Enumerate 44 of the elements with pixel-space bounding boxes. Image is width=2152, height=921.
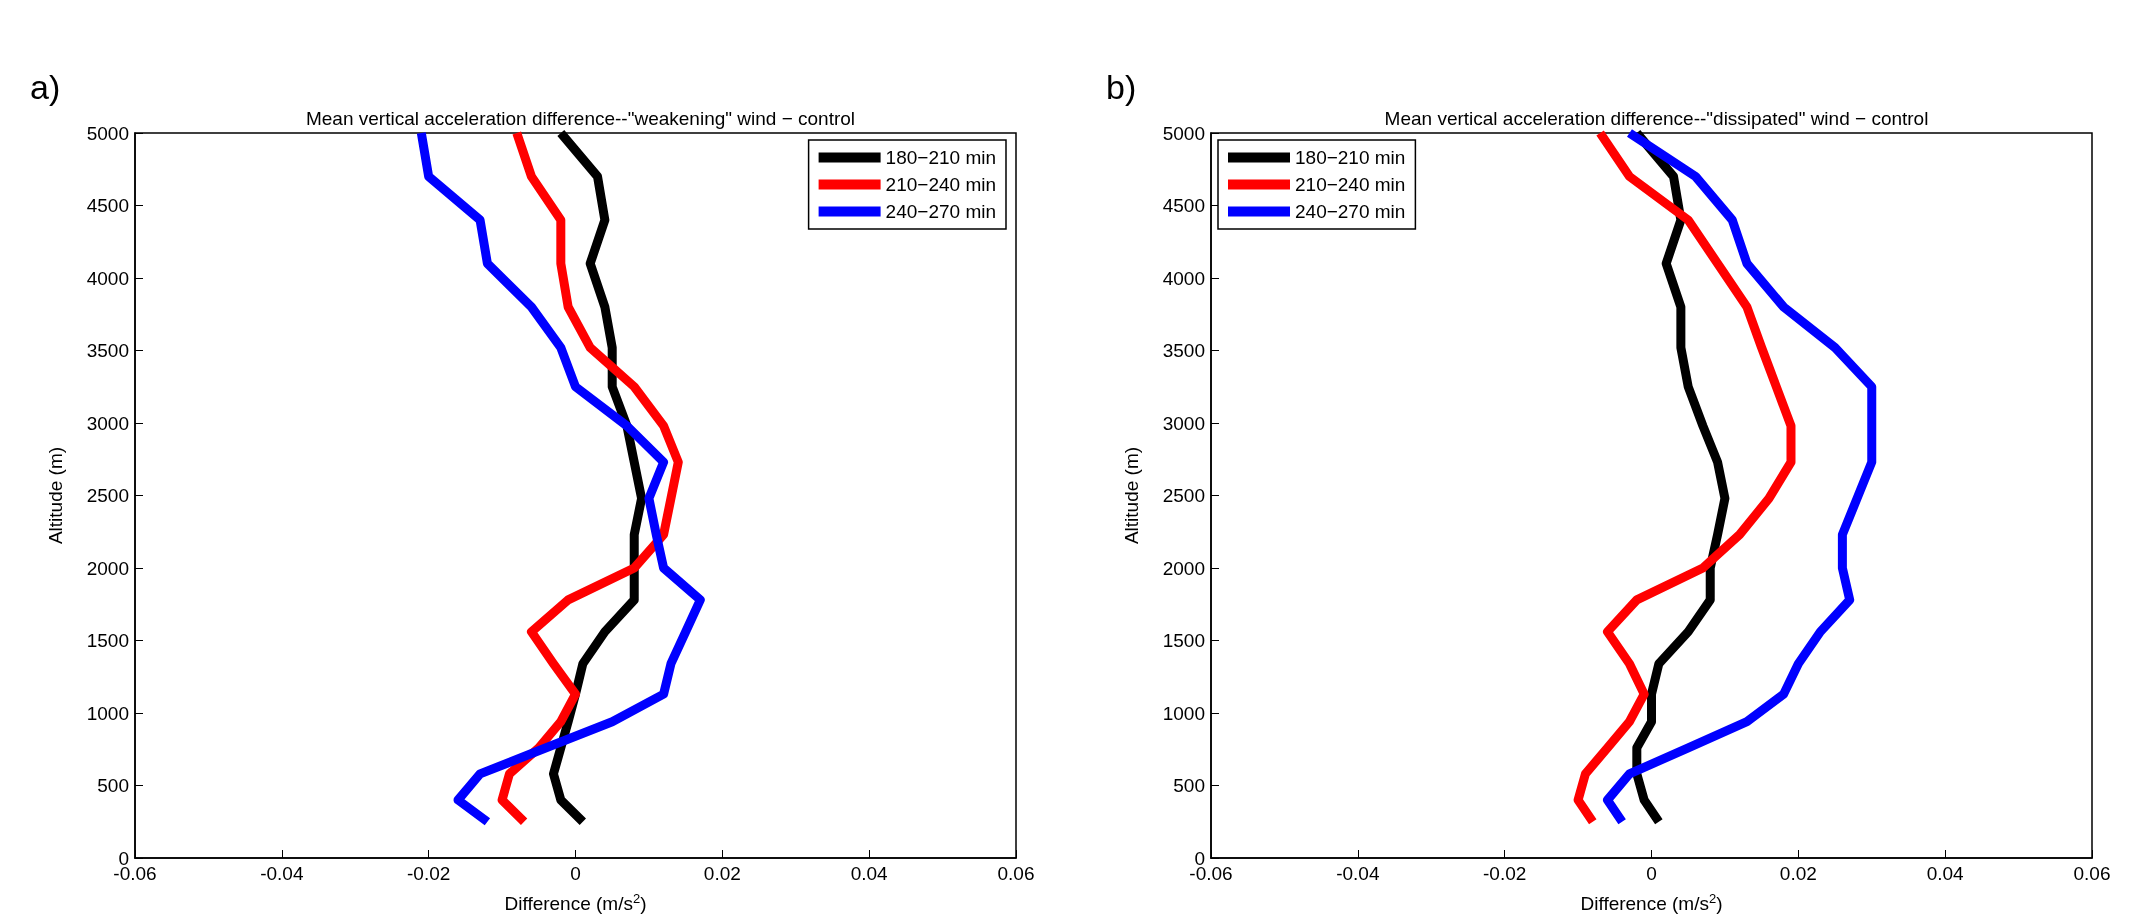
legend-label: 180−210 min xyxy=(885,147,997,168)
y-tick-label: 4500 xyxy=(86,195,129,216)
y-tick-label: 2000 xyxy=(86,557,129,579)
y-tick-label: 5000 xyxy=(1162,122,1205,144)
y-axis-title: Altitude (m) xyxy=(45,446,66,545)
y-tick-label: 3000 xyxy=(1162,412,1205,434)
legend-label: 210−240 min xyxy=(1295,174,1406,195)
y-axis-title: Altitude (m) xyxy=(1121,446,1142,545)
y-tick-label: 1500 xyxy=(1162,630,1205,651)
x-tick-label: 0 xyxy=(570,863,581,884)
y-tick-label: 4500 xyxy=(1162,195,1205,216)
legend-label: 210−240 min xyxy=(885,174,997,195)
chart-title: Mean vertical acceleration difference--"weakening" wind − control xyxy=(305,108,856,129)
x-tick-label: -0.02 xyxy=(407,863,451,884)
y-tick-label: 3000 xyxy=(86,412,129,434)
y-tick-label: 2500 xyxy=(86,485,129,506)
y-tick-label: 2000 xyxy=(1162,557,1205,579)
x-tick-label: -0.04 xyxy=(1336,863,1380,884)
y-tick-label: 3500 xyxy=(86,340,129,361)
y-tick-label: 1000 xyxy=(86,702,129,724)
x-tick-label: 0.06 xyxy=(997,863,1035,884)
x-tick-label: 0 xyxy=(1646,863,1657,884)
legend-label: 240−270 min xyxy=(885,201,997,222)
x-tick-label: 0.02 xyxy=(703,863,741,884)
y-tick-label: 3500 xyxy=(1162,340,1205,361)
x-tick-label: 0.02 xyxy=(1779,863,1817,884)
legend-label: 240−270 min xyxy=(1295,201,1406,222)
y-tick-label: 4000 xyxy=(86,267,129,289)
x-tick-label: 0.04 xyxy=(1926,863,1965,884)
x-tick-label: -0.02 xyxy=(1483,863,1527,884)
y-tick-label: 4000 xyxy=(1162,267,1205,289)
y-tick-label: 1000 xyxy=(1162,702,1205,724)
y-tick-label: 500 xyxy=(1173,775,1205,796)
x-tick-label: 0.04 xyxy=(850,863,889,884)
y-tick-label: 500 xyxy=(97,775,129,796)
y-tick-label: 1500 xyxy=(86,630,129,651)
chart-title: Mean vertical acceleration difference--"dissipated" wind − control xyxy=(1384,108,1929,129)
x-tick-label: 0.06 xyxy=(2073,863,2111,884)
text: b) xyxy=(1106,68,1137,106)
x-tick-label: -0.04 xyxy=(260,863,304,884)
y-tick-label: 5000 xyxy=(86,122,129,144)
y-tick-label: 2500 xyxy=(1162,485,1205,506)
legend-label: 180−210 min xyxy=(1295,147,1406,168)
text: a) xyxy=(30,68,61,106)
